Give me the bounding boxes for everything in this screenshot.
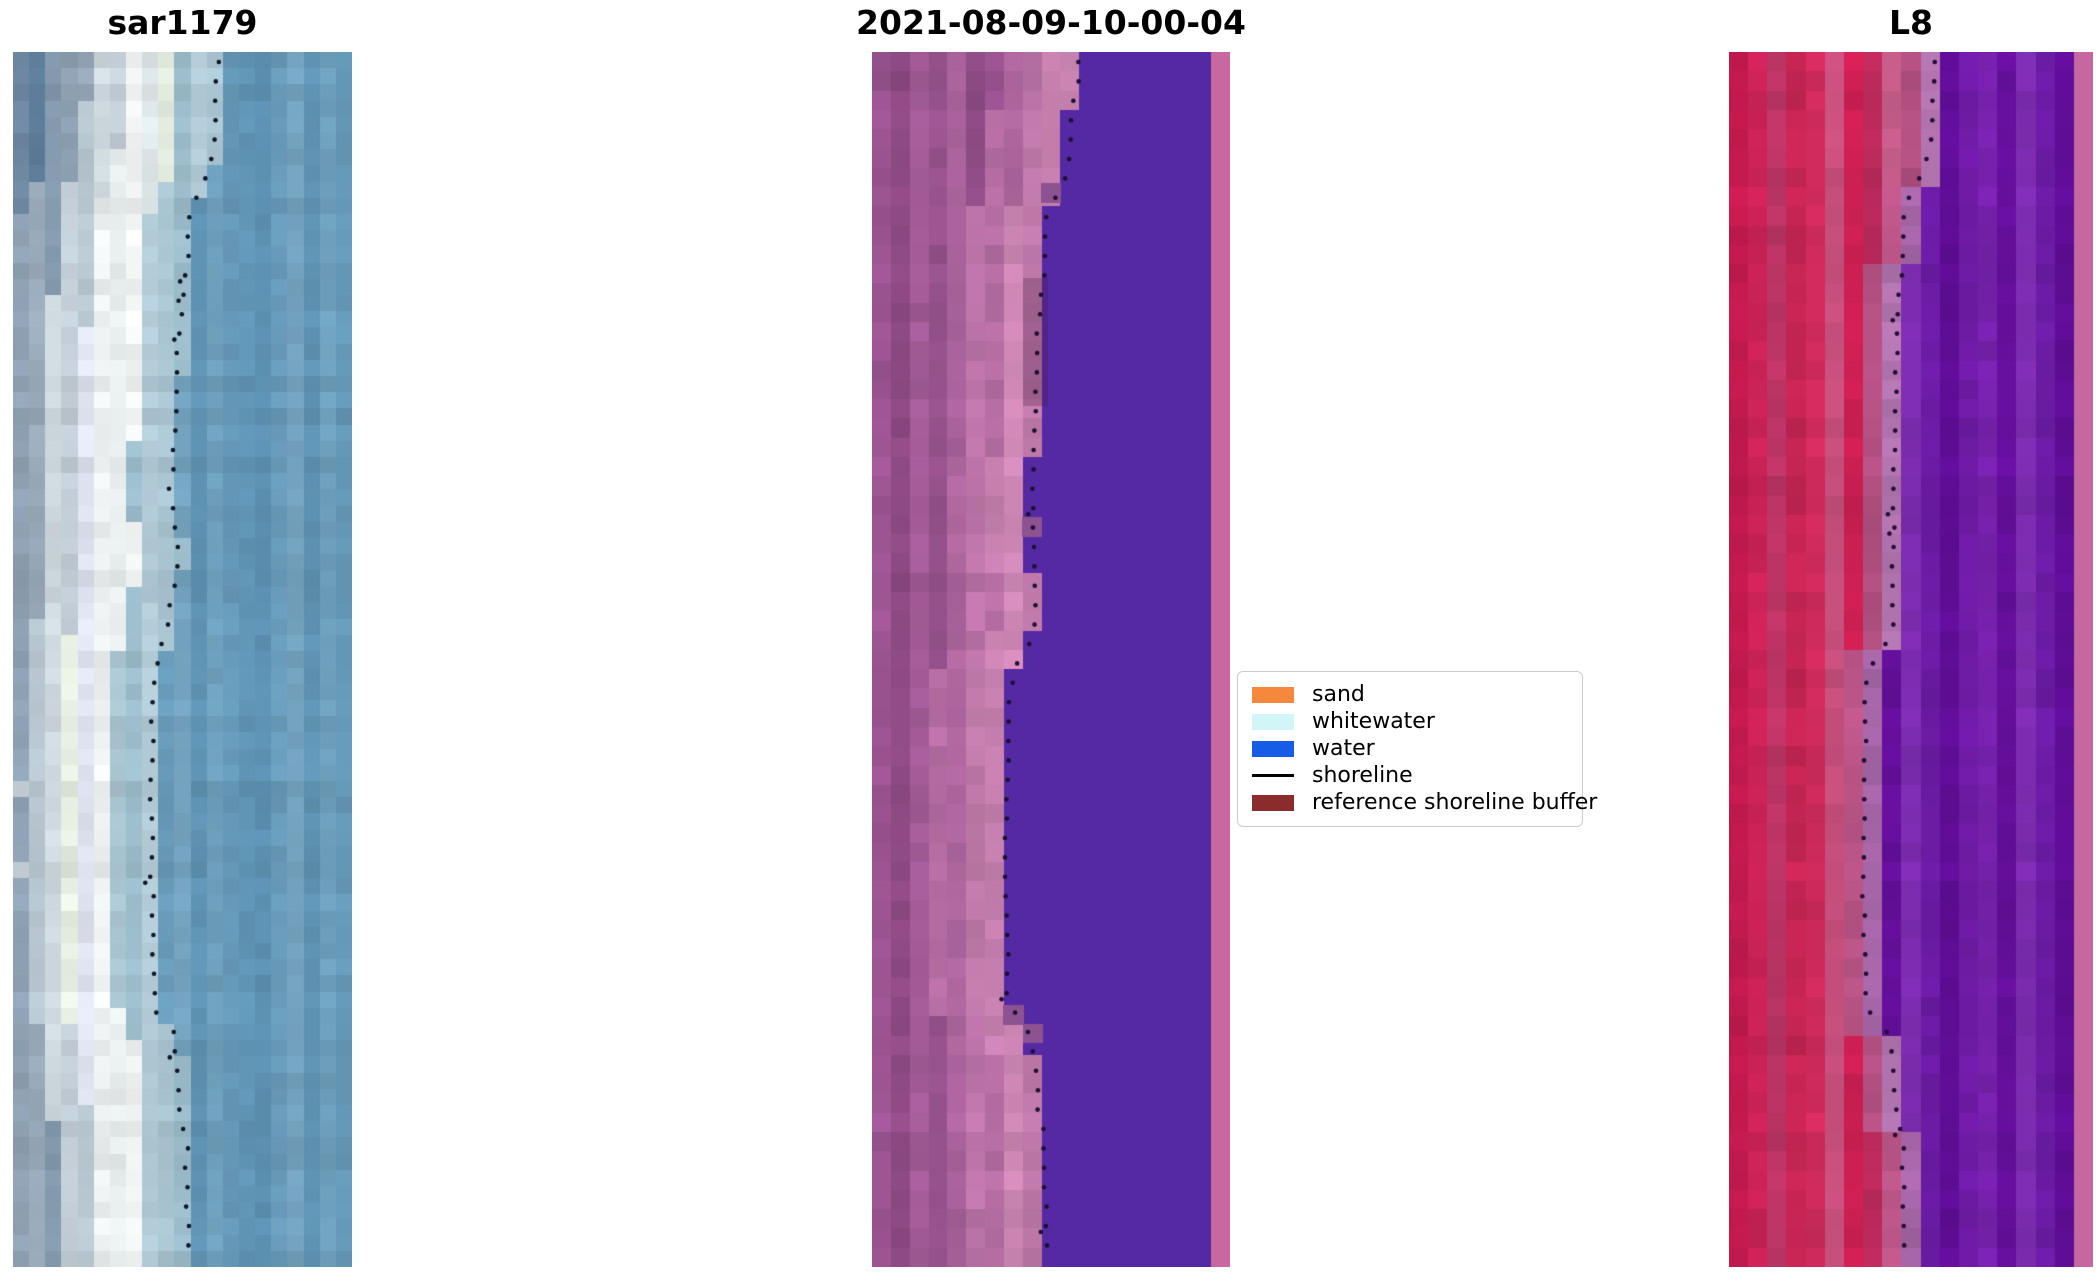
reference-buffer-swatch-icon bbox=[1252, 794, 1294, 811]
legend-label-reference-buffer: reference shoreline buffer bbox=[1312, 789, 1598, 815]
legend-label-sand: sand bbox=[1312, 682, 1365, 708]
shoreline-line-icon bbox=[1252, 774, 1294, 778]
legend-row-shoreline: shoreline bbox=[1252, 762, 1568, 789]
legend-box: sand whitewater water shoreline referenc… bbox=[1237, 671, 1597, 827]
sand-swatch-icon bbox=[1252, 687, 1294, 704]
panel-title-sar: sar1179 bbox=[107, 3, 258, 42]
panel-title-l8: L8 bbox=[1889, 3, 1933, 42]
panel-title-date: 2021-08-09-10-00-04 bbox=[856, 3, 1246, 42]
classified-image-panel bbox=[872, 52, 1230, 1267]
legend-label-water: water bbox=[1312, 735, 1375, 761]
legend-row-whitewater: whitewater bbox=[1252, 709, 1568, 736]
water-swatch-icon bbox=[1252, 740, 1294, 757]
l8-image-panel bbox=[1729, 52, 2093, 1267]
whitewater-swatch-icon bbox=[1252, 714, 1294, 731]
legend-row-water: water bbox=[1252, 736, 1568, 763]
legend-row-reference-buffer: reference shoreline buffer bbox=[1252, 789, 1597, 816]
legend-label-whitewater: whitewater bbox=[1312, 709, 1435, 735]
sar-image-panel bbox=[13, 52, 352, 1267]
legend-label-shoreline: shoreline bbox=[1312, 762, 1413, 788]
legend-row-sand: sand bbox=[1252, 682, 1568, 709]
